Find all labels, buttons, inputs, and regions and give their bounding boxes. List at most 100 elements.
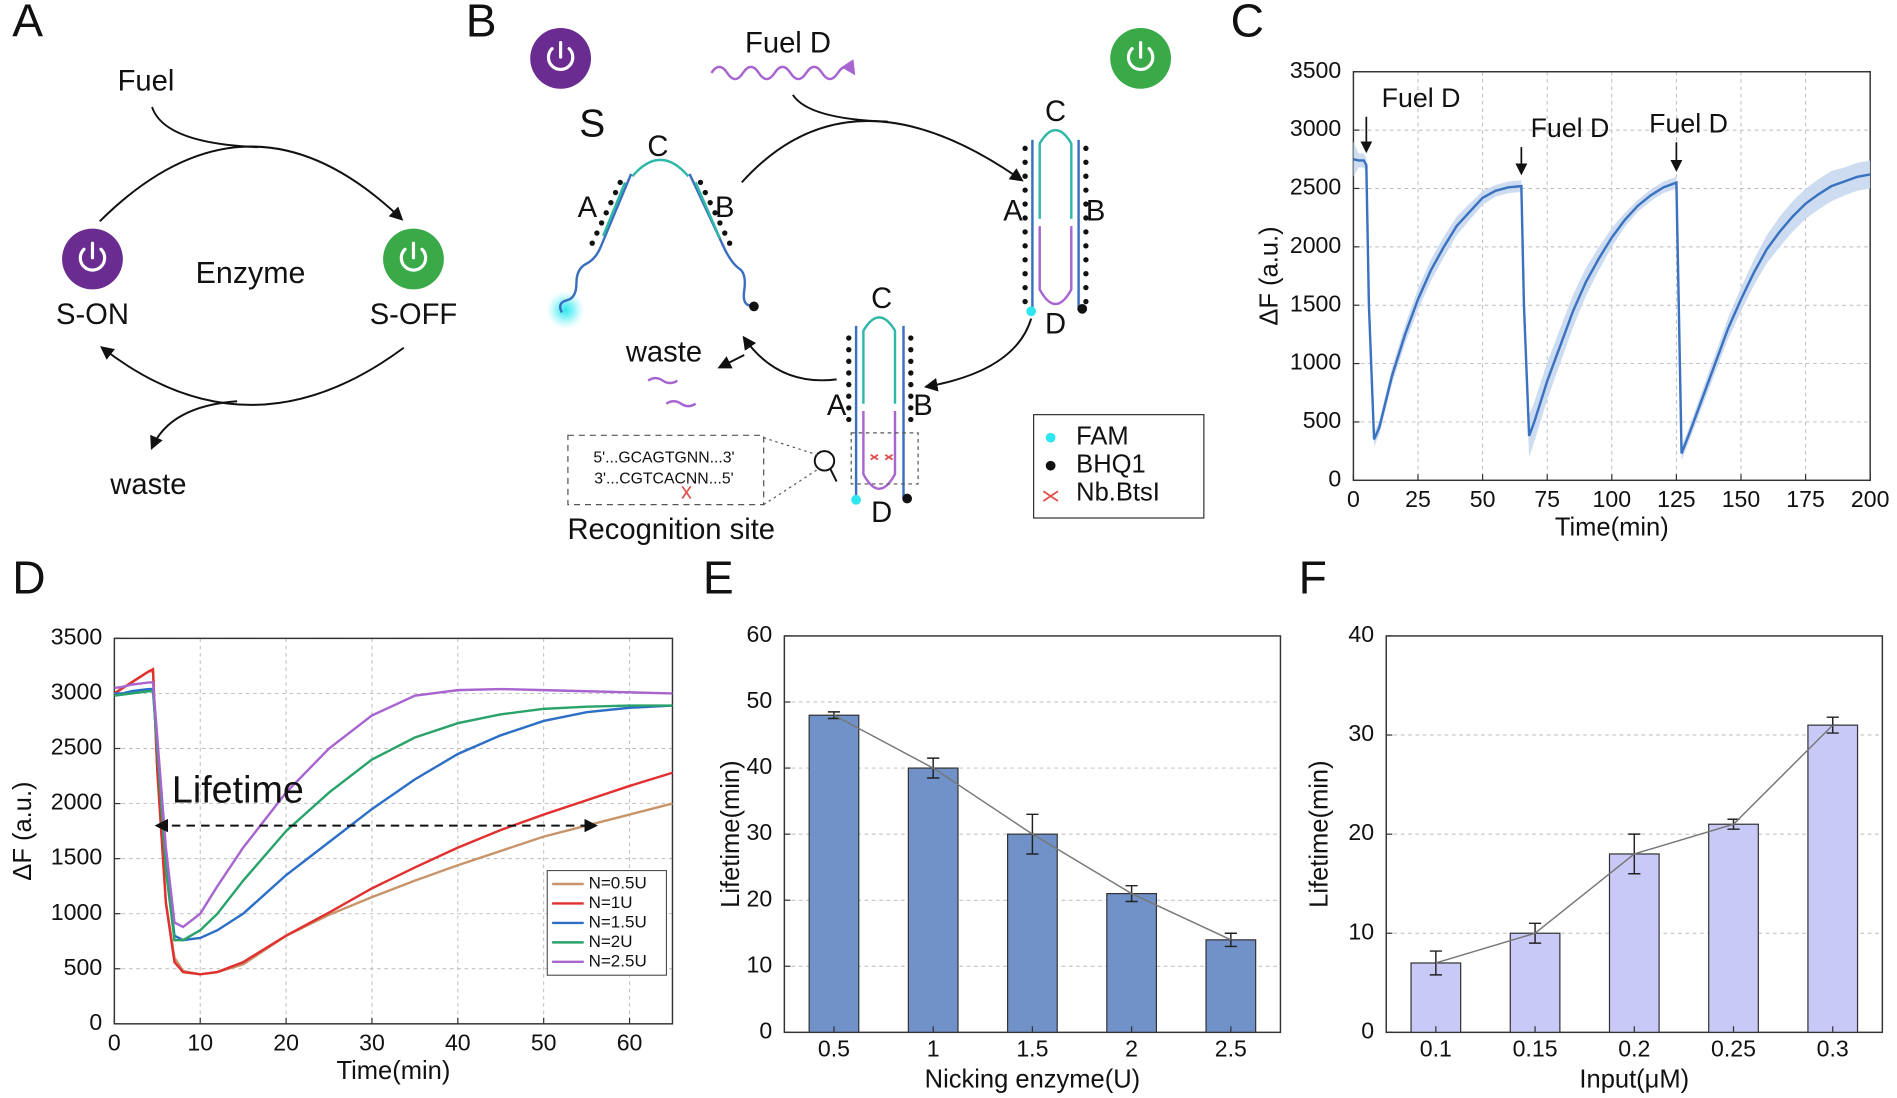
waste-fragment: [647, 376, 679, 385]
y-tick-label: 1500: [1290, 290, 1341, 316]
strand-label: C: [1045, 96, 1066, 128]
quencher-dot: [608, 199, 614, 206]
quencher-dot: [1022, 229, 1028, 235]
bar: [1807, 724, 1859, 1033]
y-tick-label: 10: [747, 951, 773, 977]
quencher-dot: [846, 381, 852, 388]
quencher-dot: [612, 189, 619, 196]
quencher-dot: [722, 230, 728, 236]
y-tick-label: 2000: [1290, 232, 1341, 258]
quencher-dot: [908, 405, 914, 411]
y-tick-label: 2500: [1290, 174, 1341, 200]
arrow: [151, 106, 258, 149]
quencher-dot: [846, 405, 852, 411]
x-tick-label: 100: [1593, 486, 1632, 512]
legend-label: FAM: [1076, 422, 1128, 450]
bar: [1106, 892, 1158, 1033]
line: [1353, 158, 1871, 454]
trend-line: [833, 714, 1232, 941]
quencher-dot: [1083, 298, 1089, 305]
quencher-dot: [697, 179, 704, 186]
label: S-ON: [56, 299, 129, 331]
y-tick-label: 500: [1303, 407, 1342, 433]
panel-label: B: [466, 0, 497, 47]
strand: [862, 316, 897, 404]
quencher-dot: [1083, 271, 1089, 277]
y-tick-label: 500: [64, 954, 103, 980]
quencher-dot: [846, 393, 852, 399]
quencher-dot: [1083, 201, 1089, 207]
x-tick-label: 50: [531, 1030, 557, 1056]
arrow: [717, 354, 745, 369]
bar: [907, 767, 959, 1033]
arrow: [792, 94, 888, 123]
zoom-lines: [763, 437, 820, 506]
strand-label: A: [578, 192, 598, 224]
fam-dot: [1026, 306, 1037, 317]
x-tick-label: 40: [445, 1030, 471, 1056]
legend-box: [1033, 414, 1205, 519]
quencher-dot: [702, 189, 708, 196]
waste-fragment: [665, 400, 697, 408]
strand-label: B: [913, 390, 932, 422]
quencher-dot: [1022, 173, 1028, 179]
x-tick-label: 30: [359, 1030, 385, 1056]
legend-label: N=1.5U: [589, 912, 647, 931]
arrow: [100, 346, 405, 406]
label: S-OFF: [370, 299, 458, 331]
error-bar: [1224, 932, 1237, 948]
quencher-dot: [908, 393, 914, 399]
quencher-dot: [1083, 173, 1089, 179]
y-tick-label: 60: [747, 621, 773, 647]
quencher-dot: [1022, 243, 1028, 249]
x-tick-label: 0.2: [1618, 1036, 1650, 1062]
quencher-dot: [1022, 271, 1028, 277]
annotation: Fuel D: [1531, 113, 1610, 143]
y-tick-label: 40: [1348, 621, 1374, 647]
quencher-dot: [908, 381, 914, 388]
quencher-dot: [1083, 187, 1089, 193]
trend-line: [1435, 724, 1834, 964]
quencher-dot: [908, 358, 914, 364]
y-tick-label: 10: [1348, 918, 1374, 944]
bar: [1509, 932, 1561, 1033]
y-tick-label: 1000: [51, 899, 102, 925]
legend-label: N=1U: [589, 893, 633, 912]
y-tick-label: 3500: [1290, 57, 1341, 83]
plot-frame: [113, 637, 674, 1025]
quencher-dot: [1083, 159, 1089, 165]
strand-label: A: [1003, 195, 1023, 227]
bhq1-dot: [1077, 303, 1088, 314]
y-axis-label: Lifetime(min): [717, 760, 745, 907]
quencher-dot: [846, 416, 852, 423]
strand-label: C: [647, 131, 668, 163]
legend-label: BHQ1: [1076, 450, 1145, 478]
label: Fuel: [118, 65, 175, 97]
annotation: Lifetime: [172, 769, 304, 811]
quencher-dot: [908, 416, 914, 423]
y-tick-label: 50: [747, 687, 773, 713]
label: Fuel D: [745, 28, 831, 60]
quencher-dot: [594, 230, 600, 236]
x-tick-label: 2.5: [1215, 1036, 1247, 1062]
arrow: [742, 335, 837, 382]
legend-bhq1: [1045, 460, 1056, 471]
panel-label: A: [12, 0, 43, 47]
strand: [694, 181, 722, 239]
panel-label: E: [703, 551, 734, 603]
y-tick-label: 0: [1361, 1017, 1374, 1043]
y-tick-label: 30: [747, 819, 773, 845]
y-tick-label: 20: [1348, 819, 1374, 845]
legend-label: N=0.5U: [589, 873, 647, 892]
x-tick-label: 0.5: [818, 1036, 850, 1062]
quencher-dot: [726, 240, 733, 246]
error-bar: [827, 711, 841, 720]
bhq1-dot: [749, 301, 759, 312]
fuel-strand: [710, 59, 856, 81]
y-tick-label: 20: [747, 885, 773, 911]
arrow: [99, 145, 404, 222]
zoom-box: [850, 432, 919, 485]
bar: [1608, 853, 1660, 1033]
arrow: [150, 400, 238, 450]
